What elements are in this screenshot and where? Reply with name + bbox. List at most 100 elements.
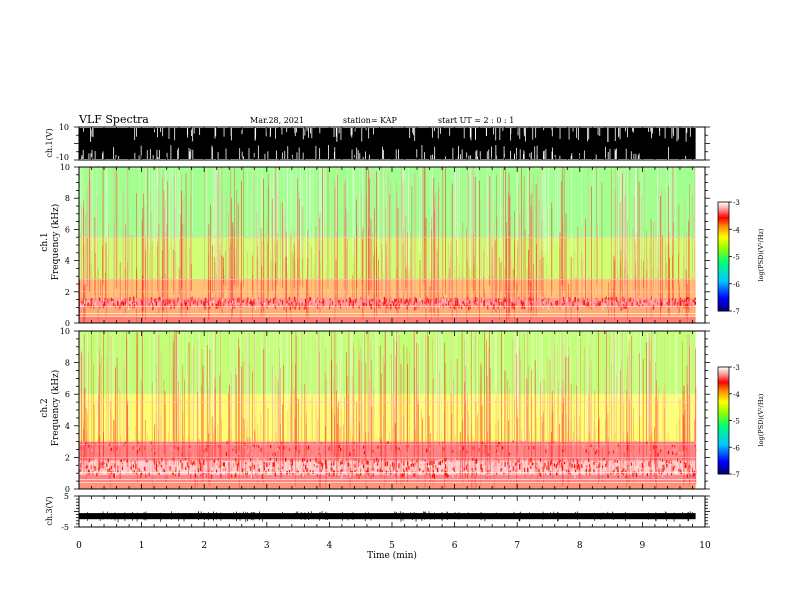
ch1-signal-gap: [340, 128, 342, 140]
ch3-signal-spike: [692, 512, 693, 519]
spectrogram-speckle: [373, 459, 375, 464]
spectrogram-streak: [379, 279, 380, 296]
spectrogram-speckle: [234, 474, 236, 478]
spectrogram-speckle: [673, 444, 676, 448]
spectrogram-streak: [459, 173, 461, 319]
spectrogram-speckle: [595, 303, 598, 306]
spectrogram-streak: [464, 382, 466, 469]
ch3-signal-spike: [467, 512, 469, 519]
spectrogram-speckle: [269, 461, 271, 466]
spectrogram-quiet-streak: [383, 168, 385, 270]
colorbar-segment: [718, 274, 729, 277]
spectrogram-streak: [450, 189, 452, 319]
spectrogram-streak: [606, 442, 607, 468]
spectrogram-speckle: [132, 304, 134, 308]
spectrogram-speckle: [290, 464, 292, 469]
colorbar-segment: [718, 375, 729, 379]
spectrogram-streak: [353, 345, 354, 461]
spectrogram-speckle: [414, 297, 416, 302]
spectrogram-speckle: [242, 297, 244, 301]
spectrogram-speckle: [334, 300, 336, 303]
spectrogram-quiet-streak: [106, 168, 107, 244]
time-axis-label: Time (min): [367, 550, 417, 561]
spectrogram-speckle: [275, 302, 277, 308]
ch3-signal-spike: [114, 512, 116, 521]
spectrogram-streak: [639, 352, 640, 455]
ch1-signal-gap: [485, 128, 487, 137]
spectrogram-speckle: [136, 461, 139, 466]
spectrogram-speckle: [468, 449, 470, 452]
ch2-spectrogram-image: [79, 331, 705, 489]
spectrogram-streak: [285, 231, 287, 313]
ch1-signal-gap: [671, 128, 673, 134]
spectrogram-speckle: [661, 459, 664, 462]
spectrogram-streak: [254, 334, 255, 465]
spectrogram-streak: [336, 390, 337, 478]
colorbar-segment: [718, 202, 729, 205]
spectrogram-band: [79, 331, 696, 395]
ch1-signal-gap: [241, 128, 243, 134]
spectrogram-quiet-streak: [286, 168, 288, 273]
spectrogram-quiet-streak: [394, 332, 396, 424]
spectrogram-speckle: [366, 460, 368, 465]
spectrogram-speckle: [283, 463, 285, 468]
spectrogram-quiet-streak: [286, 332, 287, 411]
spectrogram-streak: [417, 400, 419, 482]
spectrogram-quiet-streak: [459, 168, 460, 232]
ch3-signal-spike: [655, 512, 656, 521]
spectrogram-speckle: [254, 305, 257, 310]
colorbar-segment: [718, 205, 729, 208]
spectrogram-streak: [612, 289, 614, 308]
spectrogram-speckle: [360, 296, 362, 301]
spectrogram-speckle: [403, 460, 405, 466]
spectrogram-speckle: [129, 303, 131, 308]
ch1-signal-gap: [519, 128, 521, 139]
spectrogram-speckle: [208, 468, 210, 473]
frequency-tick-label: 10: [60, 327, 70, 336]
spectrogram-speckle: [420, 450, 422, 454]
spectrogram-streak: [486, 340, 487, 457]
colorbar-segment: [718, 418, 729, 421]
spectrogram-streak: [113, 419, 114, 453]
ch1-signal-gap: [359, 153, 361, 159]
spectrogram-speckle: [353, 452, 355, 457]
spectrogram-quiet-streak: [368, 332, 369, 433]
spectrogram-streak: [337, 423, 339, 470]
spectrogram-speckle: [367, 460, 369, 465]
spectrogram-speckle: [666, 469, 669, 473]
spectrogram-speckle: [302, 301, 305, 307]
spectrogram-streak: [593, 420, 595, 475]
spectrogram-quiet-streak: [287, 168, 289, 265]
spectrogram-quiet-streak: [336, 168, 337, 232]
spectrogram-speckle: [221, 298, 224, 302]
spectrogram-speckle: [165, 459, 167, 465]
spectrogram-speckle: [185, 467, 187, 470]
spectrogram-speckle: [207, 301, 209, 306]
spectrogram-speckle: [663, 464, 665, 467]
colorbar-segment: [718, 413, 729, 416]
spectrogram-speckle: [473, 296, 476, 301]
spectrogram-streak: [193, 345, 194, 465]
spectrogram-streak: [131, 234, 133, 299]
spectrogram-speckle: [160, 302, 162, 307]
spectrogram-speckle: [356, 473, 358, 476]
spectrogram-speckle: [155, 298, 157, 304]
colorbar-segment: [718, 399, 729, 402]
spectrogram-speckle: [315, 461, 317, 467]
spectrogram-streak: [150, 243, 151, 292]
spectrogram-speckle: [651, 300, 653, 304]
spectrogram-streak: [414, 331, 416, 470]
spectrogram-quiet-streak: [270, 168, 271, 252]
spectrogram-speckle: [125, 297, 127, 302]
spectrogram-streak: [403, 416, 404, 465]
spectrogram-speckle: [96, 448, 99, 452]
spectrogram-quiet-streak: [593, 168, 594, 242]
frequency-tick-label: 0: [65, 319, 70, 328]
spectrogram-speckle: [666, 302, 668, 305]
spectrogram-speckle: [161, 464, 163, 468]
spectrogram-streak: [128, 209, 129, 286]
spectrogram-speckle: [203, 450, 205, 453]
spectrogram-speckle: [154, 451, 156, 455]
spectrogram-speckle: [429, 301, 432, 306]
